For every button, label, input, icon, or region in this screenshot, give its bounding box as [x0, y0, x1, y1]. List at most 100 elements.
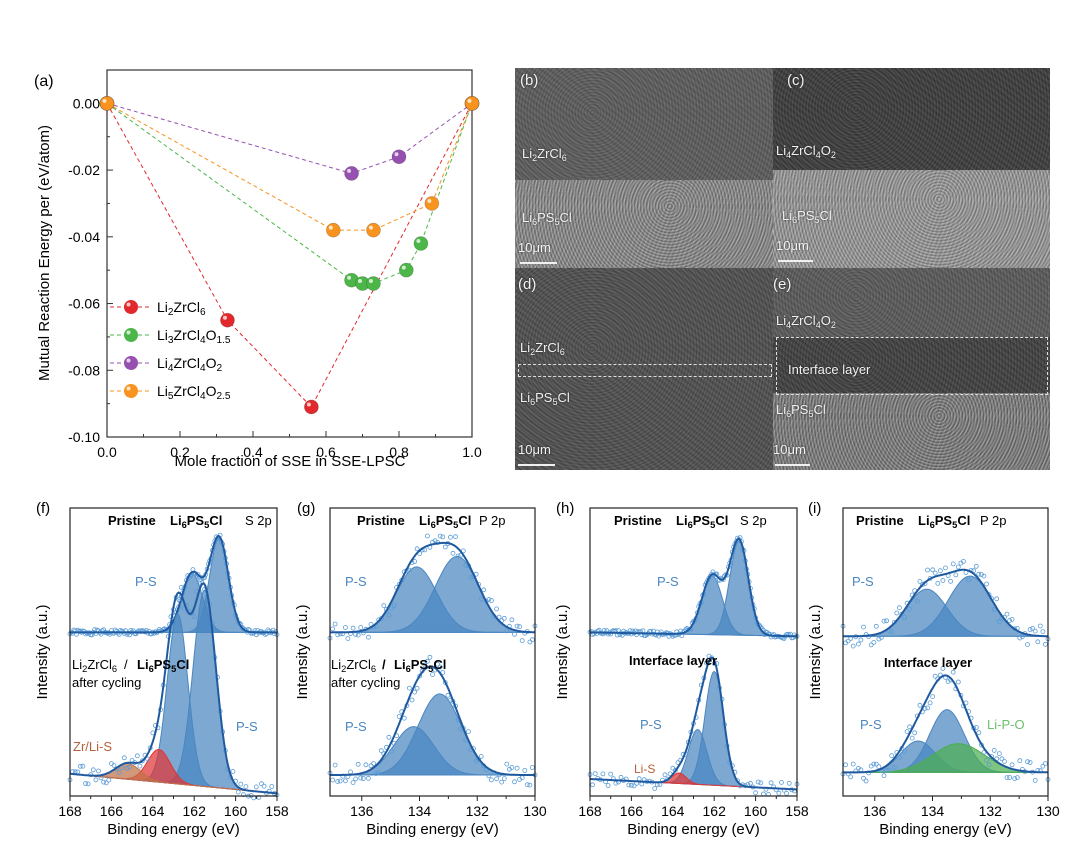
raw-data-point	[894, 610, 900, 616]
formula-text: PS	[535, 390, 553, 405]
raw-data-point	[600, 771, 606, 777]
scale-bar-label: 10μm	[518, 442, 551, 457]
raw-data-point	[430, 672, 435, 677]
raw-data-point	[376, 770, 382, 776]
scale-bar	[775, 464, 810, 466]
raw-data-point	[332, 762, 338, 768]
peak-annotation: Li-S	[634, 762, 655, 776]
raw-data-point	[943, 565, 948, 571]
y-tick-label: -0.08	[68, 362, 100, 378]
raw-data-point	[101, 779, 106, 785]
raw-data-point	[629, 782, 634, 788]
raw-data-point	[455, 553, 461, 559]
raw-data-point	[984, 757, 989, 763]
raw-data-point	[335, 632, 341, 638]
raw-data-point	[494, 606, 500, 612]
raw-data-point	[940, 666, 946, 671]
layer-label-bottom: Li6PS5Cl	[782, 208, 832, 225]
x-tick-label: 0.0	[97, 444, 117, 460]
raw-data-point	[137, 763, 143, 769]
sem-layer-bottom	[515, 180, 773, 268]
scale-bar-label: 10μm	[518, 240, 551, 255]
raw-data-point	[917, 579, 923, 584]
x-axis-title: Binding energy (eV)	[107, 821, 240, 838]
raw-data-point	[121, 755, 127, 761]
x-tick-label: 158	[785, 803, 809, 819]
spectrum-pristine	[327, 533, 538, 645]
raw-data-point	[365, 775, 371, 781]
plot-frame	[842, 507, 1049, 797]
legend-item: Li2ZrCl6	[110, 299, 206, 318]
x-tick-label: 136	[350, 803, 374, 819]
raw-data-point	[1017, 635, 1023, 641]
x-tick-label: 162	[183, 803, 207, 819]
raw-data-point	[437, 664, 443, 670]
y-axis-title: Intensity (a.u.)	[294, 604, 311, 699]
raw-data-point	[391, 603, 397, 608]
formula-subscript: 2	[216, 363, 222, 374]
raw-data-point	[868, 642, 874, 648]
sem-layer-interface	[773, 337, 1050, 393]
panel-title-prefix: Pristine	[108, 513, 156, 528]
raw-data-point	[930, 694, 936, 699]
raw-data-point	[435, 661, 441, 667]
raw-data-point	[786, 780, 792, 786]
formula-text: Li	[170, 513, 182, 528]
raw-data-point	[753, 790, 758, 796]
raw-data-point	[930, 567, 936, 573]
layer-label-bottom: Li6PS5Cl	[522, 210, 572, 227]
legend-marker	[124, 328, 138, 342]
raw-data-point	[917, 702, 923, 708]
raw-data-point	[191, 614, 197, 619]
raw-data-point	[932, 570, 938, 576]
raw-data-point	[238, 781, 244, 787]
raw-data-point	[80, 763, 86, 769]
raw-data-point	[524, 782, 530, 788]
formula-text: Cl	[176, 657, 189, 672]
raw-data-point	[991, 748, 997, 753]
formula-subscript: 4	[815, 150, 821, 160]
formula-subscript: 5	[428, 664, 433, 674]
formula-text: Li	[157, 383, 168, 399]
spectrum-after-cycling	[67, 580, 280, 801]
raw-data-point	[955, 679, 961, 685]
raw-data-point	[389, 605, 394, 611]
formula-text: Cl	[819, 208, 832, 223]
series-line	[106, 103, 473, 408]
raw-data-point	[488, 777, 494, 783]
raw-data-point	[879, 635, 884, 640]
raw-data-point	[465, 729, 471, 734]
raw-data-point	[858, 637, 864, 643]
legend-marker	[124, 384, 138, 398]
raw-data-point	[330, 777, 336, 783]
raw-data-point	[886, 767, 892, 773]
formula-subscript: 5	[171, 664, 176, 674]
raw-data-point	[976, 571, 982, 577]
x-tick-label: 168	[58, 803, 82, 819]
formula-subscript: 5	[453, 520, 458, 530]
raw-data-point	[355, 761, 361, 767]
formula-text: Li	[72, 657, 82, 672]
formula-text: Cl	[557, 390, 570, 405]
x-tick-label: 1.0	[462, 444, 482, 460]
series-line	[106, 102, 473, 231]
raw-data-point	[881, 618, 887, 624]
raw-data-point	[1012, 776, 1018, 781]
raw-data-point	[424, 533, 430, 539]
raw-data-point	[1007, 618, 1012, 623]
raw-data-point	[1004, 611, 1010, 617]
raw-data-point	[499, 779, 505, 785]
fit-envelope	[590, 656, 798, 791]
formula-subscript: 5	[808, 409, 814, 419]
raw-data-point	[768, 780, 774, 786]
formula-subscript: 6	[200, 307, 206, 318]
raw-data-point	[519, 638, 525, 643]
panel-h-xps-s2p: (h) Pristine Li6PS5Cl S 2p P-S Interface…	[554, 500, 809, 838]
raw-data-point	[96, 768, 101, 774]
raw-data-point	[414, 685, 420, 691]
raw-data-point	[891, 764, 897, 770]
formula-text: Cl	[813, 402, 826, 417]
formula-subscript: 6	[559, 347, 565, 357]
formula-text: PS	[436, 513, 454, 528]
